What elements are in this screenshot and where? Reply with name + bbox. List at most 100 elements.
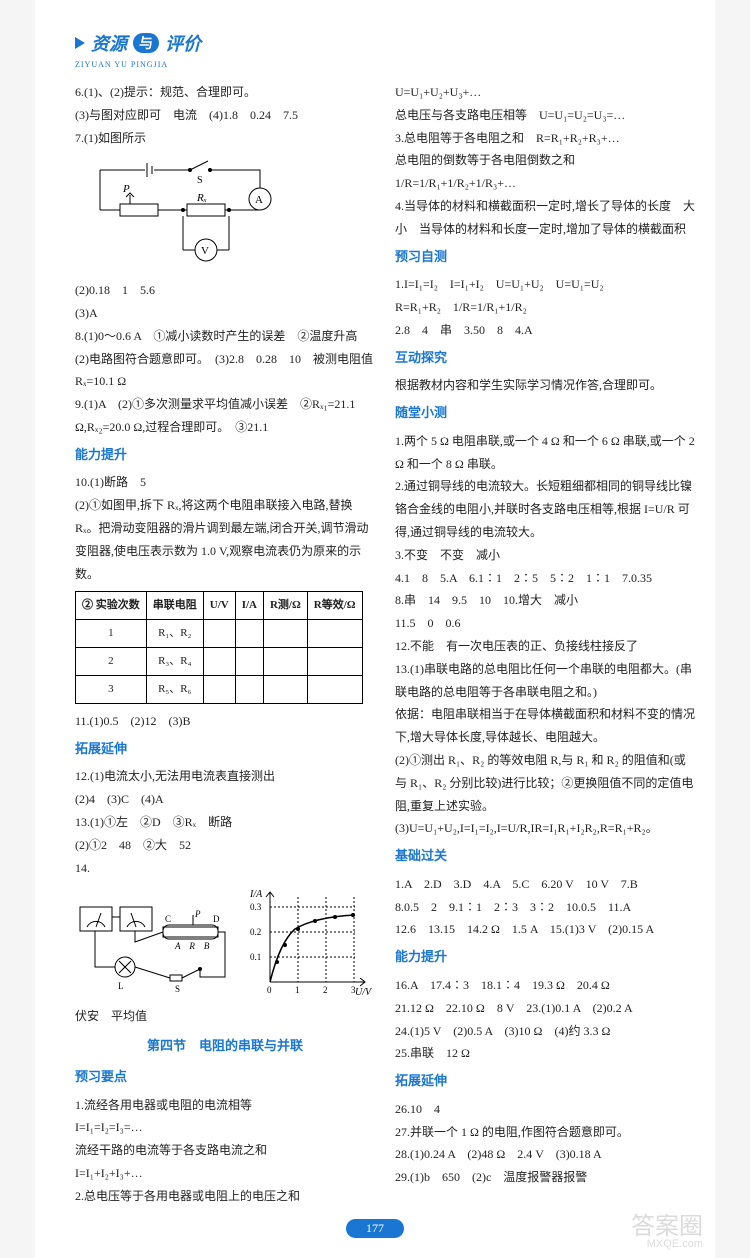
table-cell [263, 676, 307, 704]
text-line: 9.(1)A (2)①多次测量求平均值减小误差 ②Rₓ₁=21.1 Ω,Rₓ₂=… [75, 393, 375, 439]
section-ability-r: 能力提升 [395, 945, 695, 970]
page-number: 177 [346, 1219, 404, 1238]
table-header: 串联电阻 [146, 592, 203, 620]
table-header: R测/Ω [263, 592, 307, 620]
section-interact: 互动探究 [395, 346, 695, 371]
text-line: 1.两个 5 Ω 电阻串联,或一个 4 Ω 和一个 6 Ω 串联,或一个 2 Ω… [395, 430, 695, 476]
section-preview: 预习要点 [75, 1065, 375, 1090]
text-line: 总电压与各支路电压相等 U=U₁=U₂=U₃=… [395, 104, 695, 127]
section-basic: 基础过关 [395, 844, 695, 869]
header-pill: 与 [133, 33, 159, 53]
table-cell [235, 676, 263, 704]
left-column: 6.(1)、(2)提示：规范、合理即可。 (3)与图对应即可 电流 (4)1.8… [75, 81, 375, 1208]
text-line: 12.不能 有一次电压表的正、负接线柱接反了 [395, 635, 695, 658]
text-line: 流经干路的电流等于各支路电流之和 [75, 1139, 375, 1162]
text-line: 1/R=1/R₁+1/R₂+1/R₃+… [395, 172, 695, 195]
header-pinyin: ZIYUAN YU PINGJIA [75, 60, 695, 69]
text-line: 2.总电压等于各用电器或电阻上的电压之和 [75, 1185, 375, 1208]
text-line: 8.(1)0～0.6 A ①减小读数时产生的误差 ②温度升高 [75, 325, 375, 348]
text-line: 14. [75, 857, 375, 880]
svg-text:Rₓ: Rₓ [196, 192, 207, 204]
text-line: (3)U=U₁+U₂,I=I₁=I₂,I=U/R,IR=I₁R₁+I₂R₂,R=… [395, 817, 695, 840]
text-line: 3.总电阻等于各电阻之和 R=R₁+R₂+R₃+… [395, 127, 695, 150]
svg-text:L: L [118, 981, 124, 991]
text-line: 8.串 14 9.5 10 10.增大 减小 [395, 589, 695, 612]
table-header: U/V [203, 592, 235, 620]
text-line: 12.(1)电流太小,无法用电流表直接测出 [75, 765, 375, 788]
svg-text:C: C [165, 914, 171, 924]
text-line: 2.通过铜导线的电流较大。长短粗细都相同的铜导线比镍铬合金线的电阻小,并联时各支… [395, 475, 695, 543]
svg-text:D: D [213, 914, 220, 924]
svg-text:P: P [122, 183, 130, 195]
table-cell [203, 620, 235, 648]
svg-text:0.2: 0.2 [250, 927, 261, 937]
iv-chart: I/A U/V 0.1 0.2 0.3 0 1 2 3 [245, 887, 375, 997]
table-cell: R₅、R₆ [146, 676, 203, 704]
circuit-diagram: S A A A P [75, 155, 285, 265]
header-left: 资源 [91, 30, 127, 56]
text-line: 25.串联 12 Ω [395, 1042, 695, 1065]
text-line: 1.A 2.D 3.D 4.A 5.C 6.20 V 10 V 7.B [395, 873, 695, 896]
text-line: (2)①测出 R₁、R₂ 的等效电阻 R,与 R₁ 和 R₂ 的阻值和(或与 R… [395, 749, 695, 817]
th-label: 实验次数 [96, 599, 140, 611]
circled-num: ② [82, 599, 93, 611]
text-line: 7.(1)如图所示 [75, 127, 375, 150]
svg-text:0.1: 0.1 [250, 952, 261, 962]
right-column: U=U₁+U₂+U₃+… 总电压与各支路电压相等 U=U₁=U₂=U₃=… 3.… [395, 81, 695, 1208]
text-line: 1.流经各用电器或电阻的电流相等 [75, 1094, 375, 1117]
text-line: U=U₁+U₂+U₃+… [395, 81, 695, 104]
text-line: I=I₁=I₂=I₃=… [75, 1116, 375, 1139]
watermark-big: 答案圈 [631, 1213, 703, 1240]
header-right: 评价 [165, 30, 201, 56]
svg-text:I/A: I/A [249, 889, 263, 900]
text-line: (2)①2 48 ②大 52 [75, 834, 375, 857]
page: 资源 与 评价 ZIYUAN YU PINGJIA 6.(1)、(2)提示：规范… [35, 0, 715, 1258]
triangle-icon [75, 37, 85, 49]
table-cell [263, 620, 307, 648]
table-cell: 1 [76, 620, 147, 648]
section-preview-test: 预习自测 [395, 245, 695, 270]
svg-text:S: S [197, 175, 203, 186]
text-line: (2)电路图符合题意即可。 (3)2.8 0.28 10 被测电阻值 Rₓ=10… [75, 348, 375, 394]
svg-text:0.3: 0.3 [250, 902, 262, 912]
table-row: 3 R₅、R₆ [76, 676, 363, 704]
section-classtest: 随堂小测 [395, 401, 695, 426]
experiment-table: ② 实验次数 串联电阻 U/V I/A R测/Ω R等效/Ω 1 R₁、R₂ 2… [75, 591, 363, 704]
text-line: 8.0.5 2 9.1∶1 2∶3 3∶2 10.0.5 11.A [395, 896, 695, 919]
text-line: 1.I=I₁=I₂ I=I₁+I₂ U=U₁+U₂ U=U₁=U₂ [395, 273, 695, 296]
table-cell: 3 [76, 676, 147, 704]
text-line: 24.(1)5 V (2)0.5 A (3)10 Ω (4)约 3.3 Ω [395, 1020, 695, 1043]
table-row: 1 R₁、R₂ [76, 620, 363, 648]
table-header: ② 实验次数 [76, 592, 147, 620]
text-line: (2)①如图甲,拆下 Rₓ,将这两个电阻串联接入电路,替换 Rₓ。把滑动变阻器的… [75, 494, 375, 585]
table-cell [235, 620, 263, 648]
table-cell: 2 [76, 648, 147, 676]
text-line: (2)0.18 1 5.6 [75, 279, 375, 302]
svg-text:2: 2 [323, 985, 328, 995]
text-line: 4.1 8 5.A 6.1∶1 2∶5 5∶2 1∶1 7.0.35 [395, 567, 695, 590]
svg-text:P: P [194, 909, 201, 919]
diagram-row: C D A R B P L S [75, 887, 375, 997]
table-cell: R₁、R₂ [146, 620, 203, 648]
table-cell [307, 676, 362, 704]
text-line: 13.(1)①左 ②D ③Rₓ 断路 [75, 811, 375, 834]
text-line: (3)与图对应即可 电流 (4)1.8 0.24 7.5 [75, 104, 375, 127]
text-line: 21.12 Ω 22.10 Ω 8 V 23.(1)0.1 A (2)0.2 A [395, 997, 695, 1020]
text-line: 11.(1)0.5 (2)12 (3)B [75, 710, 375, 733]
text-line: 依据：电阻串联相当于在导体横截面积和材料不变的情况下,增大导体长度,导体越长、电… [395, 703, 695, 749]
svg-text:U/V: U/V [355, 987, 373, 997]
table-header: R等效/Ω [307, 592, 362, 620]
section-4-title: 第四节 电阻的串联与并联 [75, 1034, 375, 1059]
table-cell: R₃、R₄ [146, 648, 203, 676]
svg-text:A R B: A R B [174, 941, 210, 951]
table-cell [307, 648, 362, 676]
svg-text:V: V [201, 245, 209, 257]
text-line: 29.(1)b 650 (2)c 温度报警器报警 [395, 1166, 695, 1189]
svg-text:1: 1 [295, 985, 300, 995]
section-extend: 拓展延伸 [75, 737, 375, 762]
table-cell [203, 676, 235, 704]
svg-text:A: A [255, 194, 263, 206]
text-line: R=R₁+R₂ 1/R=1/R₁+1/R₂ [395, 296, 695, 319]
svg-text:3: 3 [351, 985, 356, 995]
text-line: (2)4 (3)C (4)A [75, 788, 375, 811]
